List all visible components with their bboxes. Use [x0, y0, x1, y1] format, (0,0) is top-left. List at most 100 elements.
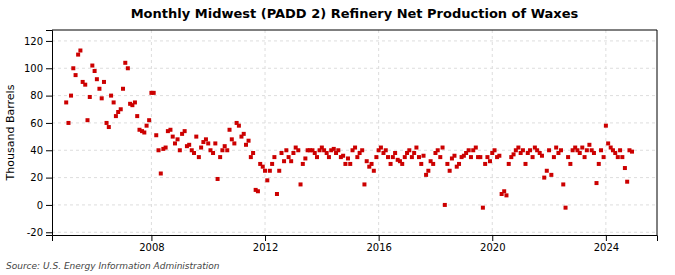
y-tick: 80	[30, 90, 52, 101]
grid-line-x	[605, 30, 606, 235]
point	[474, 146, 478, 150]
grid-line-y	[52, 68, 657, 69]
y-tick-label: 80	[30, 90, 43, 101]
point	[291, 151, 295, 155]
point	[504, 193, 508, 197]
point	[559, 148, 563, 152]
point	[485, 155, 489, 159]
point	[414, 146, 418, 150]
point	[270, 162, 274, 166]
point	[625, 180, 629, 184]
point	[623, 166, 627, 170]
point	[595, 181, 599, 185]
point	[393, 151, 397, 155]
point	[374, 155, 378, 159]
point	[452, 154, 456, 158]
point	[133, 100, 137, 104]
point	[71, 66, 75, 70]
y-tick: 40	[30, 145, 52, 156]
point	[391, 155, 395, 159]
point	[225, 148, 229, 152]
x-tick: 2024	[594, 235, 619, 253]
point	[540, 154, 544, 158]
point	[197, 155, 201, 159]
point	[126, 66, 130, 70]
x-tick-mark	[379, 235, 380, 241]
grid-line-x	[378, 30, 379, 235]
point	[242, 132, 246, 136]
point	[100, 96, 104, 100]
point	[616, 155, 620, 159]
point	[204, 137, 208, 141]
x-tick-mark	[265, 235, 266, 241]
y-tick-label: 20	[30, 172, 43, 183]
y-tick-mark	[46, 178, 52, 179]
point	[564, 206, 568, 210]
point	[109, 94, 113, 98]
point	[119, 107, 123, 111]
point	[157, 148, 161, 152]
point	[277, 169, 281, 173]
point	[341, 154, 345, 158]
point	[223, 144, 227, 148]
point	[552, 155, 556, 159]
point	[547, 148, 551, 152]
point	[76, 53, 80, 57]
point	[343, 162, 347, 166]
point	[436, 148, 440, 152]
point	[123, 61, 127, 65]
y-tick-mark	[46, 41, 52, 42]
grid-line-x	[265, 30, 266, 235]
point	[142, 131, 146, 135]
point	[348, 162, 352, 166]
y-axis-title: Thousand Barrels	[4, 84, 17, 181]
point	[481, 206, 485, 210]
x-tick-label: 2008	[139, 242, 164, 253]
point	[467, 148, 471, 152]
point	[389, 162, 393, 166]
point	[90, 64, 94, 68]
point	[282, 159, 286, 163]
point	[410, 155, 414, 159]
y-tick-mark	[46, 150, 52, 151]
point	[154, 133, 158, 137]
point	[384, 148, 388, 152]
point	[199, 146, 203, 150]
y-tick-label: 0	[37, 200, 43, 211]
point	[272, 155, 276, 159]
point	[251, 151, 255, 155]
y-axis: -20020406080100120	[24, 31, 53, 238]
point	[249, 155, 253, 159]
point	[112, 100, 116, 104]
point	[386, 155, 390, 159]
point	[403, 155, 407, 159]
point	[497, 154, 501, 158]
point	[362, 182, 366, 186]
point	[566, 155, 570, 159]
point	[194, 135, 198, 139]
y-tick: 60	[30, 118, 52, 129]
point	[580, 146, 584, 150]
point	[97, 87, 101, 91]
points	[64, 49, 634, 210]
grid-line-y	[52, 204, 657, 205]
point	[502, 189, 506, 193]
point	[597, 162, 601, 166]
x-tick: 2012	[253, 235, 278, 253]
point	[554, 146, 558, 150]
point	[74, 73, 78, 77]
point	[521, 148, 525, 152]
x-tick-mark	[606, 235, 607, 241]
point	[105, 121, 109, 125]
grid	[52, 30, 657, 235]
y-tick: -20	[27, 227, 52, 238]
point	[211, 151, 215, 155]
point	[220, 148, 224, 152]
point	[213, 141, 217, 145]
point	[585, 148, 589, 152]
point	[206, 141, 210, 145]
y-tick-label: 40	[30, 145, 43, 156]
grid-line-y	[52, 95, 657, 96]
point	[417, 155, 421, 159]
x-tick-mark	[151, 235, 152, 241]
